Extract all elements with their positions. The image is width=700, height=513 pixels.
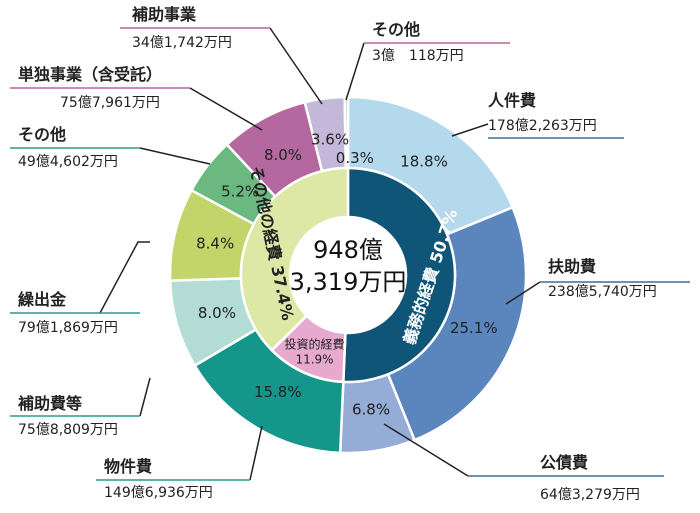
leader-line-3 xyxy=(383,423,469,477)
slice-amount-3: 64億3,279万円 xyxy=(540,487,640,503)
slice-pct-5: 8.0% xyxy=(198,304,236,322)
leader-line-9 xyxy=(269,27,323,105)
slice-name-4: 物件費 xyxy=(104,457,152,476)
leader-line-7 xyxy=(139,147,211,165)
slice-labels: 18.8% 25.1% 6.8% 15.8% 8.0% 8.4% 5.2% 8.0% 3.6%0… xyxy=(17,5,657,503)
inner-group-name-2: 投資的経費 xyxy=(285,336,345,351)
slice-name-6: 繰出金 xyxy=(18,290,67,309)
slice-name-2: 扶助費 xyxy=(548,257,596,276)
outer-ring xyxy=(168,95,528,455)
leader-lines xyxy=(10,27,690,481)
leader-line-6 xyxy=(99,241,150,314)
slice-pct-6: 8.4% xyxy=(196,235,234,253)
slice-amount-5: 75億8,809万円 xyxy=(18,422,118,438)
slice-name-10: その他 xyxy=(372,20,420,39)
leader-line-5 xyxy=(139,377,151,417)
slice-pct-8: 8.0% xyxy=(264,146,302,164)
center-total-line1: 948億 xyxy=(313,236,383,264)
inner-group-pct-2: 11.9% xyxy=(295,352,333,366)
slice-pct-3: 6.8% xyxy=(352,401,390,419)
slice-name-5: 補助費等 xyxy=(17,394,82,413)
leader-line-2 xyxy=(505,281,541,305)
leader-line-1 xyxy=(451,123,489,137)
slice-pct-1: 18.8% xyxy=(400,153,448,171)
slice-amount-9: 34億1,742万円 xyxy=(132,35,232,51)
slice-amount-7: 49億4,602万円 xyxy=(18,154,118,170)
slice-pct-9: 3.6% xyxy=(311,131,349,149)
donut-hole xyxy=(290,217,406,333)
slice-name-1: 人件費 xyxy=(488,91,536,110)
center-total-line2: 3,319万円 xyxy=(290,268,407,296)
slice-name-7: その他 xyxy=(18,125,66,144)
slice-amount-6: 79億1,869万円 xyxy=(18,320,118,336)
slice-pct-4: 15.8% xyxy=(254,383,302,401)
slice-pct-7: 5.2% xyxy=(221,182,259,200)
leader-line-10 xyxy=(345,42,365,101)
slice-pct-10: 0.3% xyxy=(336,149,374,167)
slice-name-8: 単独事業（含受託） xyxy=(18,65,162,84)
slice-name-3: 公債費 xyxy=(540,453,588,472)
slice-amount-4: 149億6,936万円 xyxy=(104,485,213,501)
leader-line-8 xyxy=(189,87,263,131)
slice-amount-10: 3億 118万円 xyxy=(372,48,464,64)
slice-name-9: 補助事業 xyxy=(131,5,197,24)
slice-pct-2: 25.1% xyxy=(450,319,498,337)
slice-amount-1: 178億2,263万円 xyxy=(488,118,597,134)
slice-amount-2: 238億5,740万円 xyxy=(548,284,657,300)
slice-amount-8: 75億7,961万円 xyxy=(60,95,160,111)
leader-line-4 xyxy=(249,425,263,481)
